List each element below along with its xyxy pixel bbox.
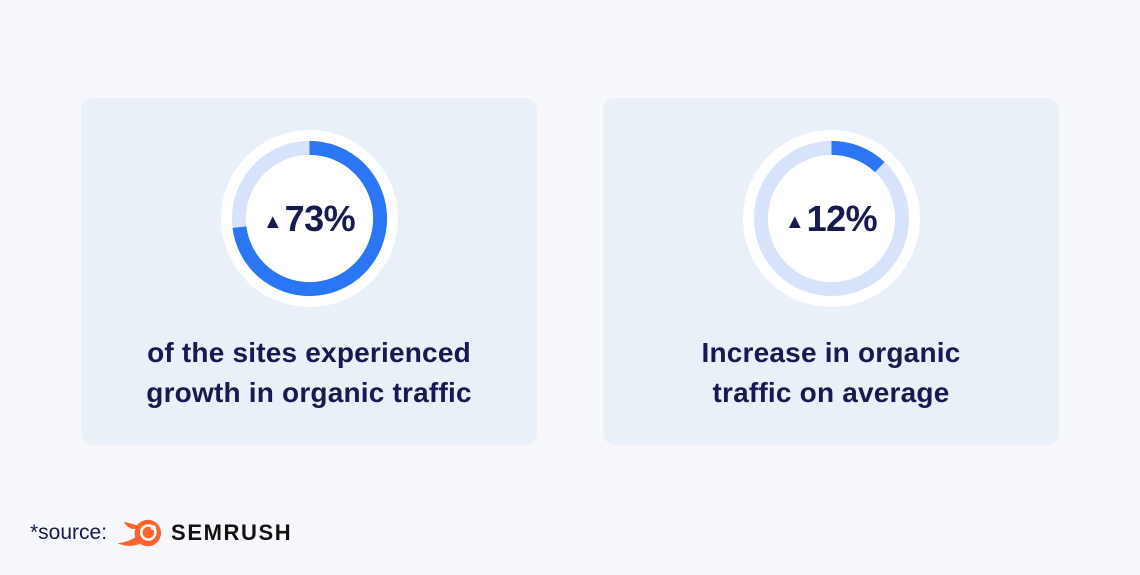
source-attribution: *source: SEMRUSH — [30, 514, 292, 552]
stat-caption: Increase in organic traffic on average — [701, 333, 960, 413]
donut-progress-arc — [231, 140, 387, 297]
donut-progress-arc — [753, 140, 909, 297]
donut-white-halo — [742, 129, 920, 308]
stat-caption: of the sites experienced growth in organ… — [146, 333, 471, 413]
caption-line-2: growth in organic traffic — [146, 377, 472, 408]
percent-value: 73% — [284, 197, 356, 239]
stat-card-sites-growth: ▲ 73% of the sites experienced growth in… — [81, 98, 537, 445]
caption-line-2: traffic on average — [712, 377, 950, 408]
up-triangle-icon: ▲ — [262, 210, 283, 233]
donut-chart-traffic-increase: ▲ 12% — [742, 129, 921, 308]
semrush-wordmark: SEMRUSH — [171, 520, 293, 545]
semrush-fireball-icon — [117, 519, 162, 547]
stat-card-traffic-increase: ▲ 12% Increase in organic traffic on ave… — [603, 98, 1059, 445]
source-label: *source: — [30, 521, 108, 544]
caption-line-1: Increase in organic — [701, 337, 961, 368]
donut-chart-sites-growth: ▲ 73% — [220, 129, 399, 308]
caption-line-1: of the sites experienced — [147, 337, 471, 368]
donut-center-label: ▲ 12% — [742, 129, 921, 308]
donut-white-halo — [220, 129, 398, 308]
donut-center-label: ▲ 73% — [220, 129, 399, 308]
donut-ring — [742, 129, 920, 308]
donut-ring — [220, 129, 398, 308]
semrush-logo: SEMRUSH — [117, 516, 292, 550]
percent-value: 12% — [806, 197, 878, 239]
up-triangle-icon: ▲ — [784, 210, 805, 233]
